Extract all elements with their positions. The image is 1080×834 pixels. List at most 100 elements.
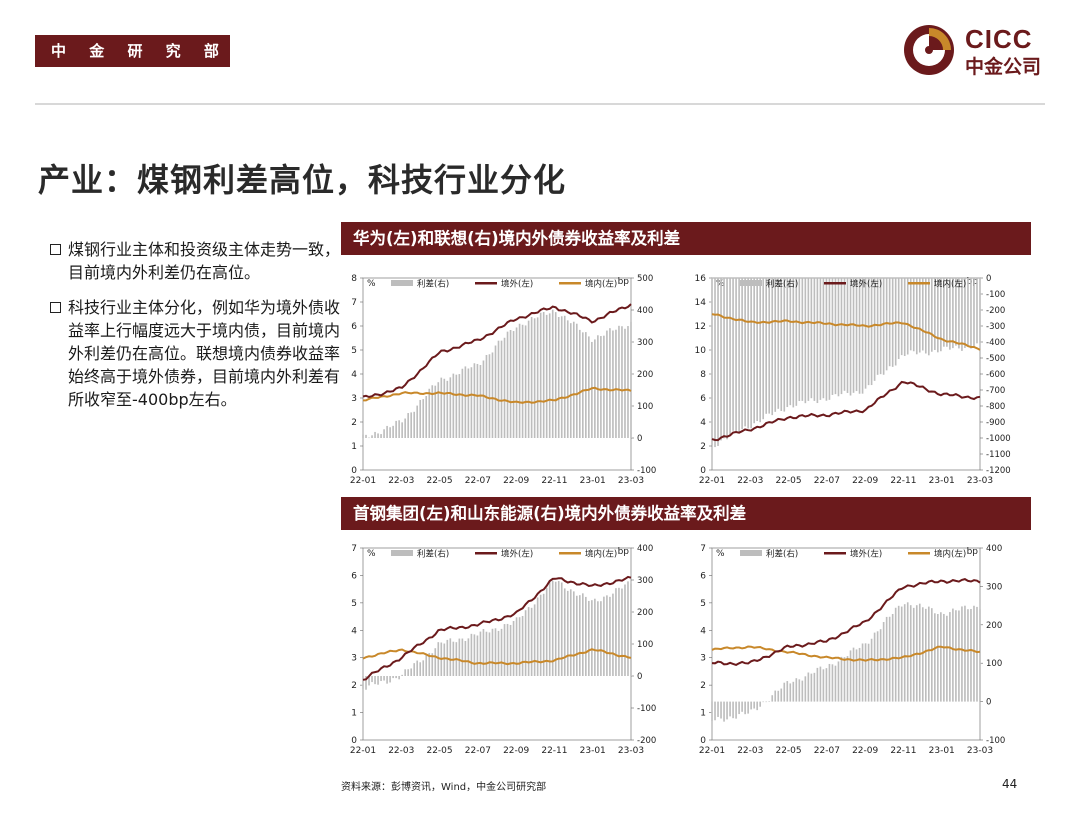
spread-bar: [575, 323, 578, 438]
x-tick-label: 22-11: [541, 746, 567, 756]
spread-bar: [849, 278, 852, 396]
spread-bar: [566, 320, 569, 438]
spread-bar: [618, 587, 620, 676]
legend-label: 利差(右): [417, 549, 449, 560]
spread-bar: [970, 278, 972, 349]
spread-bar: [395, 420, 397, 438]
spread-bar: [976, 606, 978, 702]
x-tick-label: 22-09: [503, 746, 529, 756]
spread-bar: [924, 608, 927, 702]
left-tick-label: 5: [351, 346, 357, 356]
spread-bar: [771, 695, 774, 702]
legend-swatch: [908, 282, 930, 285]
spread-bar: [921, 278, 924, 351]
spread-bar: [732, 278, 734, 431]
spread-bar: [560, 316, 563, 438]
x-tick-label: 22-11: [890, 746, 916, 756]
spread-bar: [368, 437, 370, 439]
legend-swatch: [740, 550, 762, 556]
department-label: 中 金 研 究 部: [35, 35, 230, 67]
spread-bar: [449, 638, 452, 676]
spread-bar: [434, 385, 437, 438]
spread-bar: [425, 396, 428, 438]
spread-bar: [476, 635, 479, 676]
legend-label: 境内(左): [934, 279, 966, 290]
left-tick-label: 6: [351, 571, 357, 581]
spread-bar: [627, 326, 629, 438]
x-tick-label: 22-09: [852, 476, 878, 486]
spread-bar: [967, 609, 969, 702]
right-tick-label: -100: [637, 466, 656, 476]
spread-bar: [943, 613, 945, 702]
spread-bar: [828, 663, 831, 702]
x-tick-label: 23-03: [618, 746, 644, 756]
right-tick-label: 200: [637, 608, 653, 618]
spread-bar: [560, 582, 563, 676]
left-unit-label: %: [367, 279, 376, 289]
spread-bar: [753, 701, 755, 709]
spread-bar: [410, 668, 412, 676]
spread-bar: [509, 624, 512, 676]
spread-bar: [882, 278, 885, 375]
left-tick-label: 14: [695, 298, 707, 308]
left-tick-label: 2: [351, 418, 357, 428]
right-tick-label: -100: [986, 290, 1005, 300]
x-tick-label: 22-07: [814, 476, 840, 486]
spread-bar: [566, 590, 569, 676]
spread-bar: [855, 649, 858, 702]
spread-bar: [816, 667, 819, 702]
spread-bar: [431, 385, 434, 438]
chart-shandong-energy: 0 1 2 3 4 5 6 7% -100 0 100 200 300 400 bp 22-01 22-03 22…: [690, 538, 1030, 758]
series-line: [711, 380, 981, 442]
left-tick-label: 4: [700, 418, 706, 428]
spread-bar: [747, 278, 749, 429]
spread-bar: [428, 653, 431, 676]
spread-bar: [407, 669, 409, 676]
spread-bar: [940, 612, 942, 702]
spread-bar: [443, 643, 446, 676]
right-unit-label: bp: [967, 547, 979, 557]
spread-bar: [458, 638, 461, 676]
spread-bar: [582, 593, 584, 676]
spread-bar: [741, 701, 743, 712]
spread-bar: [371, 435, 373, 438]
spread-bar: [440, 377, 443, 438]
spread-bar: [729, 278, 731, 436]
right-tick-label: 400: [637, 544, 653, 554]
left-tick-label: 7: [351, 544, 357, 554]
chart-svg: 0246810121416%-1200-1100-1000-900-800-70…: [695, 274, 1011, 486]
spread-bar: [578, 595, 581, 676]
right-tick-label: -900: [986, 418, 1005, 428]
right-tick-label: 400: [986, 544, 1002, 554]
spread-bar: [711, 701, 713, 722]
spread-bar: [470, 367, 473, 438]
spread-bar: [413, 663, 416, 676]
header-divider: [35, 103, 1045, 105]
spread-bar: [798, 278, 801, 402]
left-tick-label: 12: [695, 322, 706, 332]
legend-swatch: [391, 280, 413, 286]
spread-bar: [937, 278, 939, 353]
plot-frame: [711, 277, 981, 471]
spread-bar: [934, 613, 936, 702]
left-tick-label: 16: [695, 274, 707, 284]
spread-bar: [536, 317, 539, 438]
spread-bar: [846, 278, 849, 393]
spread-bar: [377, 433, 379, 438]
x-tick-label: 22-11: [541, 476, 567, 486]
spread-bar: [732, 701, 734, 719]
spread-bar: [401, 674, 403, 676]
legend-label: 利差(右): [766, 549, 798, 560]
spread-bar: [774, 690, 777, 702]
spread-bar: [627, 581, 629, 676]
left-tick-label: 0: [700, 736, 706, 746]
spread-bar: [506, 623, 509, 676]
spread-bar: [548, 581, 551, 676]
chart-shougang: 0 1 2 3 4 5 6 7% -200 -100 0 100 200 300 400 bp 22-01 22-…: [341, 538, 681, 758]
spread-bar: [530, 316, 533, 438]
spread-bar: [807, 672, 810, 702]
spread-bar: [548, 313, 551, 438]
spread-bar: [931, 608, 933, 702]
spread-bar: [786, 681, 789, 702]
spread-bar: [813, 278, 816, 401]
